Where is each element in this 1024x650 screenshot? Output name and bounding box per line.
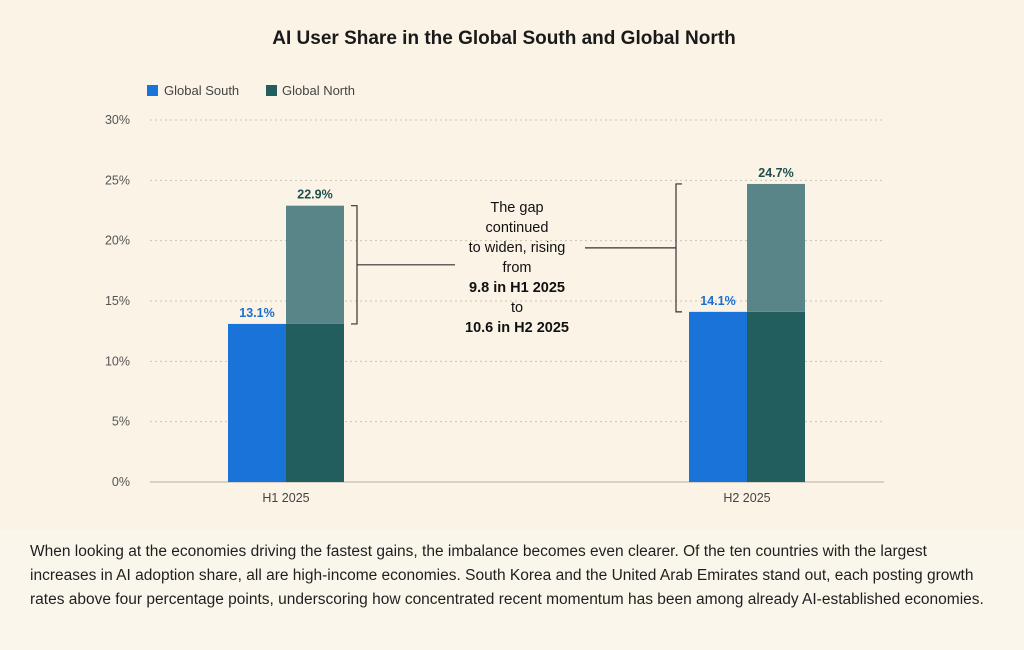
x-axis-labels: H1 2025 H2 2025	[262, 491, 770, 505]
bar-global-north-base	[286, 323, 344, 482]
annotation-line-1: The gap	[490, 200, 543, 216]
chart-panel: AI User Share in the Global South and Gl…	[104, 28, 884, 505]
bar-global-south	[689, 311, 747, 482]
chart-svg: AI User Share in the Global South and Gl…	[105, 28, 884, 505]
gap-annotation: The gap continued to widen, rising from …	[351, 183, 682, 336]
y-axis-ticks: 0% 5% 10% 15% 20% 25% 30%	[105, 113, 130, 489]
bar-global-north-base	[747, 311, 805, 482]
y-tick-label: 15%	[105, 294, 130, 308]
annotation-line-2: continued	[486, 220, 549, 236]
y-tick-label: 10%	[105, 354, 130, 368]
chart-title: AI User Share in the Global South and Gl…	[272, 28, 735, 49]
legend-label-global-south: Global South	[164, 83, 239, 98]
legend-label-global-north: Global North	[282, 83, 355, 98]
bar-global-north-gap	[747, 183, 805, 312]
y-tick-label: 30%	[105, 113, 130, 127]
bar-global-north-gap	[286, 205, 344, 324]
annotation-bold-1: 9.8 in H1 2025	[469, 280, 565, 296]
bar-global-south	[228, 323, 286, 482]
annotation-line-3: to widen, rising	[469, 240, 566, 256]
data-label-global-south: 13.1%	[239, 306, 274, 320]
legend-swatch-global-north	[266, 85, 277, 96]
annotation-line-4: from	[503, 260, 532, 276]
bracket-h2	[675, 183, 682, 313]
bars	[228, 183, 805, 482]
data-label-global-north: 24.7%	[758, 166, 793, 180]
legend: Global South Global North	[147, 83, 355, 98]
x-tick-label: H2 2025	[723, 491, 770, 505]
data-label-global-north: 22.9%	[297, 188, 332, 202]
y-tick-label: 5%	[112, 415, 130, 429]
data-labels: 13.1% 22.9% 14.1% 24.7%	[239, 166, 793, 320]
annotation-to: to	[511, 300, 523, 316]
y-tick-label: 0%	[112, 475, 130, 489]
x-tick-label: H1 2025	[262, 491, 309, 505]
y-tick-label: 25%	[105, 173, 130, 187]
bracket-h1	[351, 205, 358, 325]
legend-swatch-global-south	[147, 85, 158, 96]
annotation-bold-2: 10.6 in H2 2025	[465, 320, 569, 336]
data-label-global-south: 14.1%	[700, 294, 735, 308]
caption-paragraph: When looking at the economies driving th…	[30, 543, 984, 608]
y-tick-label: 20%	[105, 234, 130, 248]
